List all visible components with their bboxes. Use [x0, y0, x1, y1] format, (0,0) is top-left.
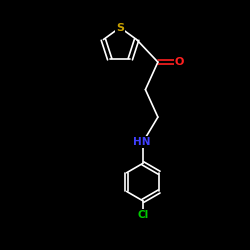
- Text: Cl: Cl: [137, 210, 148, 220]
- Text: O: O: [174, 57, 184, 67]
- Text: HN: HN: [133, 137, 150, 147]
- Text: S: S: [116, 22, 124, 32]
